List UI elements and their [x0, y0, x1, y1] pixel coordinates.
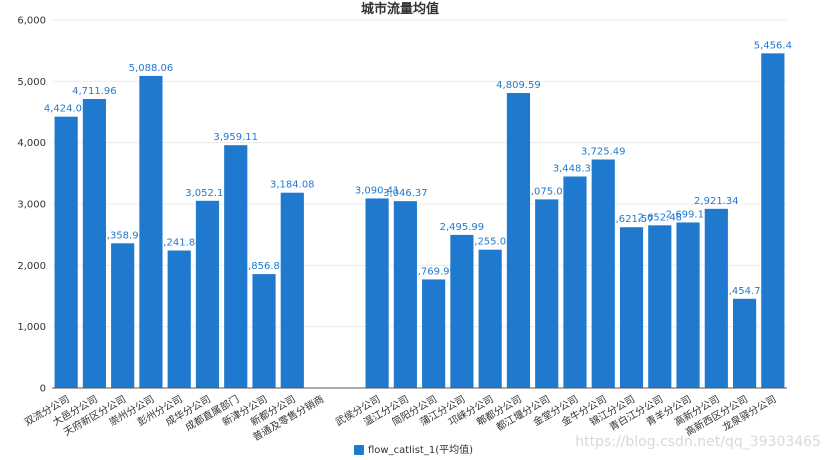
bar[interactable] — [676, 222, 700, 388]
y-tick-label: 1,000 — [17, 322, 46, 333]
watermark: https://blog.csdn.net/qq_39303465 — [575, 434, 821, 450]
legend[interactable]: flow_catlist_1(平均值) — [354, 443, 473, 456]
data-label: 5,088.06 — [129, 63, 174, 74]
chart-title: 城市流量均值 — [361, 1, 439, 17]
data-label: 1,856.85 — [242, 261, 287, 272]
data-label: 4,809.59 — [496, 80, 541, 91]
data-labels-group: 4,424.01 4,711.96 2,358.96 5,088.06 2,241.84… — [44, 40, 792, 296]
data-label: 3,959.11 — [213, 132, 258, 143]
data-label: 3,725.49 — [581, 147, 626, 158]
data-label: 3,448.38 — [553, 163, 598, 174]
data-label: 2,255.08 — [468, 237, 513, 248]
y-tick-label: 3,000 — [17, 200, 46, 211]
bar[interactable] — [54, 116, 78, 389]
bar[interactable] — [506, 93, 531, 388]
bars-group — [54, 53, 785, 389]
bar[interactable] — [761, 53, 785, 389]
bar[interactable] — [422, 279, 446, 388]
data-label: 4,711.96 — [72, 86, 117, 97]
bar[interactable] — [167, 250, 191, 388]
data-label: 3,052.11 — [185, 188, 230, 199]
data-label: 2,921.34 — [694, 196, 739, 207]
data-label: 3,075.02 — [524, 186, 569, 197]
bar[interactable] — [195, 200, 220, 388]
bar[interactable] — [111, 243, 135, 388]
data-label: 1,769.99 — [411, 266, 456, 277]
bar[interactable] — [224, 145, 248, 388]
data-label: 3,090.41 — [355, 185, 400, 196]
data-label: 2,621.57 — [609, 214, 654, 225]
bar[interactable] — [280, 192, 304, 388]
bar[interactable] — [478, 249, 502, 388]
data-label: 2,495.99 — [440, 222, 485, 233]
data-label: 2,358.96 — [100, 230, 145, 241]
data-label: 2,241.84 — [157, 238, 202, 249]
data-label: 1,454.74 — [722, 286, 767, 297]
bar[interactable] — [139, 75, 163, 389]
y-tick-label: 6,000 — [17, 16, 46, 27]
data-label: 2,699.12 — [666, 209, 711, 220]
data-label: 3,184.08 — [270, 180, 315, 191]
data-label: 5,456.4 — [754, 40, 792, 51]
y-tick-label: 5,000 — [17, 77, 46, 88]
legend-swatch — [354, 445, 364, 455]
data-label: 2,652.48 — [638, 212, 683, 223]
data-label: 3,046.37 — [383, 188, 428, 199]
legend-label: flow_catlist_1(平均值) — [368, 443, 473, 456]
bar[interactable] — [535, 199, 559, 388]
y-tick-label: 2,000 — [17, 261, 46, 272]
data-label: 4,424.01 — [44, 104, 89, 115]
y-axis: 0 1,000 2,000 3,000 4,000 5,000 6,000 — [17, 16, 46, 395]
bar[interactable] — [82, 98, 106, 388]
bar[interactable] — [619, 227, 644, 388]
bar[interactable] — [648, 225, 672, 388]
bar[interactable] — [450, 234, 474, 388]
bar[interactable] — [733, 298, 757, 388]
bar[interactable] — [393, 201, 417, 388]
bar[interactable] — [365, 198, 389, 388]
y-tick-label: 0 — [40, 384, 46, 395]
bar[interactable] — [563, 176, 587, 388]
bar[interactable] — [704, 208, 728, 388]
bar[interactable] — [252, 274, 276, 388]
bar[interactable] — [591, 159, 615, 388]
y-tick-label: 4,000 — [17, 138, 46, 149]
